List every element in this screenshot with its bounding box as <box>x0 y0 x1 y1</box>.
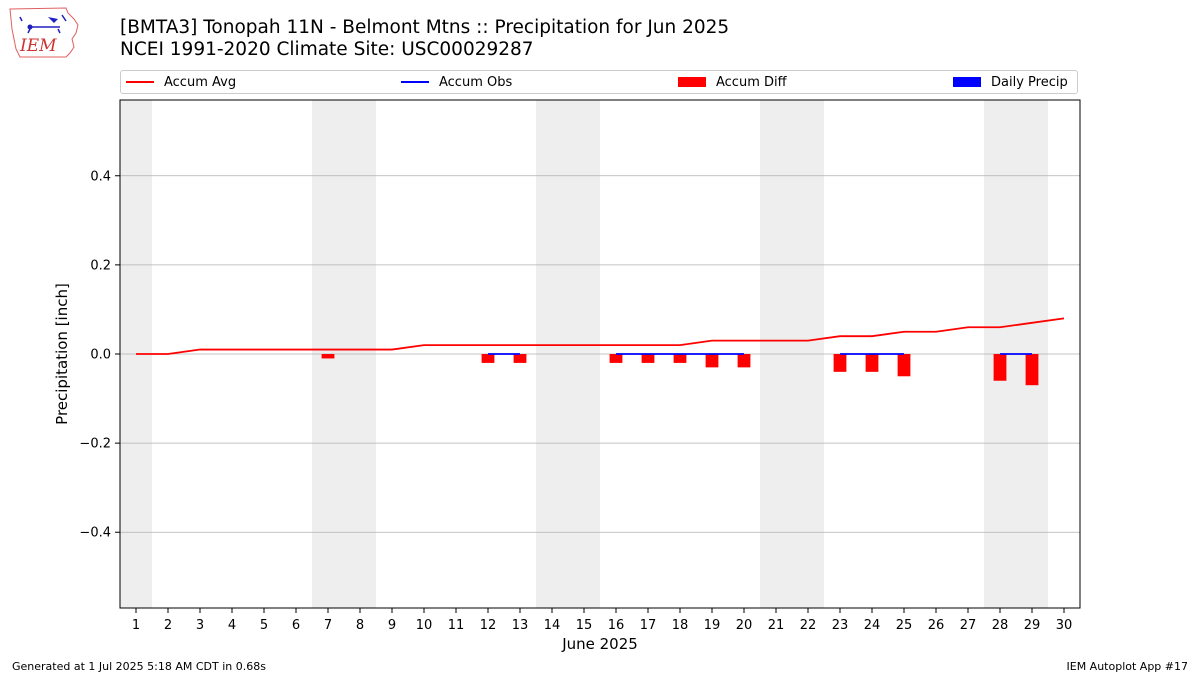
x-tick-label: 10 <box>416 618 433 633</box>
x-tick-label: 17 <box>640 618 657 633</box>
x-axis-label: June 2025 <box>561 635 638 653</box>
x-tick-label: 24 <box>864 618 881 633</box>
legend-swatch-accum-avg <box>126 81 154 83</box>
x-tick-label: 2 <box>164 618 172 633</box>
x-axis-ticks: 1 2 3 4 5 6 7 8 9 10 11 12 13 14 15 16 17 18 19 20 21 22 23 24 2… <box>132 608 1072 633</box>
accum-diff-bar <box>321 354 335 359</box>
legend-label-accum-diff: Accum Diff <box>716 74 787 90</box>
x-tick-label: 5 <box>260 618 268 633</box>
x-tick-label: 26 <box>928 618 945 633</box>
legend-swatch-accum-obs <box>401 81 429 83</box>
accum-diff-bar <box>513 354 527 363</box>
x-tick-label: 20 <box>736 618 753 633</box>
x-tick-label: 29 <box>1024 618 1041 633</box>
legend-swatch-daily-precip <box>953 77 981 87</box>
x-tick-label: 14 <box>544 618 561 633</box>
x-tick-label: 27 <box>960 618 977 633</box>
legend-item-accum-obs: Accum Obs <box>401 71 512 93</box>
y-axis-label: Precipitation [inch] <box>53 283 71 425</box>
x-tick-label: 21 <box>768 618 785 633</box>
accum-diff-bar <box>705 354 719 368</box>
legend-item-daily-precip: Daily Precip <box>953 71 1068 93</box>
x-tick-label: 19 <box>704 618 721 633</box>
iem-logo-text: IEM <box>20 36 57 56</box>
legend-label-daily-precip: Daily Precip <box>991 74 1068 90</box>
legend-label-accum-avg: Accum Avg <box>164 74 237 90</box>
chart-legend: Accum Avg Accum Obs Accum Diff Daily Pre… <box>120 70 1078 94</box>
legend-swatch-accum-diff <box>678 77 706 87</box>
y-gridlines <box>120 175 1080 533</box>
y-axis-ticks: −0.4 −0.2 0.0 0.2 0.4 <box>79 169 120 541</box>
x-tick-label: 16 <box>608 618 625 633</box>
x-tick-label: 11 <box>448 618 465 633</box>
app-credit: IEM Autoplot App #17 <box>1066 660 1189 673</box>
accum-diff-bar <box>481 354 495 363</box>
generated-timestamp: Generated at 1 Jul 2025 5:18 AM CDT in 0… <box>12 660 266 673</box>
chart-subtitle: NCEI 1991-2020 Climate Site: USC00029287 <box>120 39 534 60</box>
legend-item-accum-avg: Accum Avg <box>126 71 236 93</box>
x-tick-label: 6 <box>292 618 300 633</box>
chart-title: [BMTA3] Tonopah 11N - Belmont Mtns :: Pr… <box>120 17 730 38</box>
legend-item-accum-diff: Accum Diff <box>678 71 787 93</box>
x-tick-label: 3 <box>196 618 204 633</box>
accum-diff-bar <box>993 354 1007 381</box>
x-tick-label: 1 <box>132 618 140 633</box>
x-tick-label: 9 <box>388 618 396 633</box>
accum-diff-bar <box>673 354 687 363</box>
accum-diff-bar <box>1025 354 1039 386</box>
accum-diff-bar <box>609 354 623 363</box>
accum-avg-line <box>136 317 1065 355</box>
legend-label-accum-obs: Accum Obs <box>439 74 513 90</box>
x-tick-label: 15 <box>576 618 593 633</box>
x-tick-label: 23 <box>832 618 849 633</box>
y-tick-label: 0.2 <box>90 258 111 273</box>
x-tick-label: 7 <box>324 618 332 633</box>
x-tick-label: 30 <box>1056 618 1073 633</box>
x-tick-label: 8 <box>356 618 364 633</box>
y-tick-label: 0.4 <box>90 169 111 184</box>
accum-diff-bar <box>897 354 911 377</box>
accum-diff-bar <box>833 354 847 372</box>
x-tick-label: 13 <box>512 618 529 633</box>
y-tick-label: −0.2 <box>79 437 111 452</box>
accum-diff-bar <box>641 354 655 363</box>
y-tick-label: 0.0 <box>90 348 111 363</box>
x-tick-label: 25 <box>896 618 913 633</box>
iem-logo <box>8 5 80 61</box>
y-tick-label: −0.4 <box>79 526 111 541</box>
x-tick-label: 4 <box>228 618 236 633</box>
iem-logo-icon <box>9 7 79 58</box>
x-tick-label: 18 <box>672 618 689 633</box>
accum-diff-bar <box>865 354 879 372</box>
x-tick-label: 22 <box>800 618 817 633</box>
accum-diff-bars <box>321 354 1039 386</box>
x-tick-label: 28 <box>992 618 1009 633</box>
x-tick-label: 12 <box>480 618 497 633</box>
accum-diff-bar <box>737 354 751 368</box>
series-lines <box>136 317 1065 355</box>
